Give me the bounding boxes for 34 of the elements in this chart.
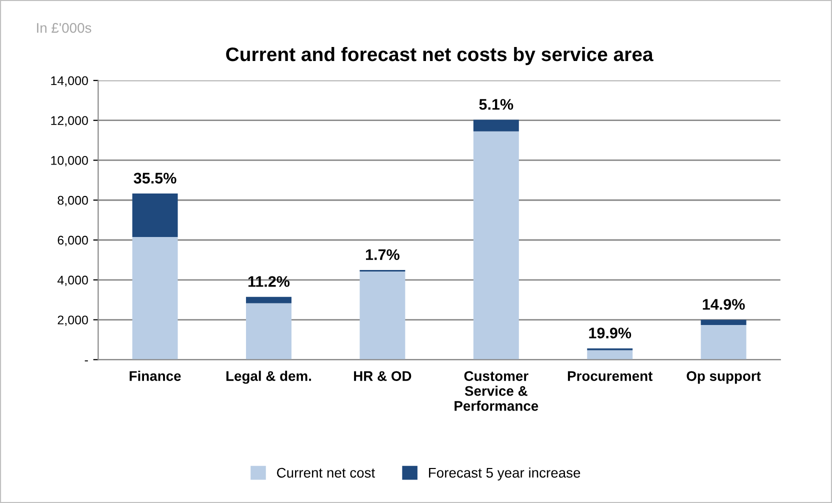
y-tick-label: 10,000 xyxy=(51,156,88,166)
bar xyxy=(246,296,292,304)
annotation: 5.1% xyxy=(479,99,514,110)
bar xyxy=(360,272,406,360)
x-tick-label: Finance xyxy=(130,370,181,381)
annotation: 35.5% xyxy=(134,172,176,184)
bar xyxy=(700,320,746,325)
bar xyxy=(246,303,292,360)
y-tick-label: 4,000 xyxy=(57,276,88,286)
annotation: 14.9% xyxy=(702,298,745,310)
y-tick-label: 2,000 xyxy=(58,316,88,326)
y-tick-label: 12,000 xyxy=(51,116,88,126)
bar xyxy=(473,120,519,132)
x-tick-label: HR & OD xyxy=(354,371,412,381)
annotation: 11.2% xyxy=(248,276,290,287)
legend-label: Forecast 5 year increase xyxy=(429,467,580,480)
x-tick-label: Legal & dem. xyxy=(226,370,312,384)
y-tick-label: 14,000 xyxy=(51,76,88,87)
y-tick-label: - xyxy=(84,360,88,362)
annotation: 19.9% xyxy=(589,328,632,338)
bar xyxy=(700,324,746,360)
text: In £'000s xyxy=(37,23,92,33)
y-tick-label: 6,000 xyxy=(58,236,88,246)
x-tick-label: Customer Service & Performance xyxy=(454,371,538,411)
x-tick-label: Op support xyxy=(686,371,761,384)
x-tick-label: Procurement xyxy=(568,371,653,381)
bar xyxy=(132,237,178,360)
annotation: 1.7% xyxy=(366,249,400,260)
bar xyxy=(132,194,178,238)
legend-label: Current net cost xyxy=(277,468,375,478)
bar xyxy=(587,350,633,360)
chart-title: Current and forecast net costs by service area xyxy=(226,46,654,66)
bar xyxy=(473,131,519,360)
y-tick-label: 8,000 xyxy=(58,196,88,206)
